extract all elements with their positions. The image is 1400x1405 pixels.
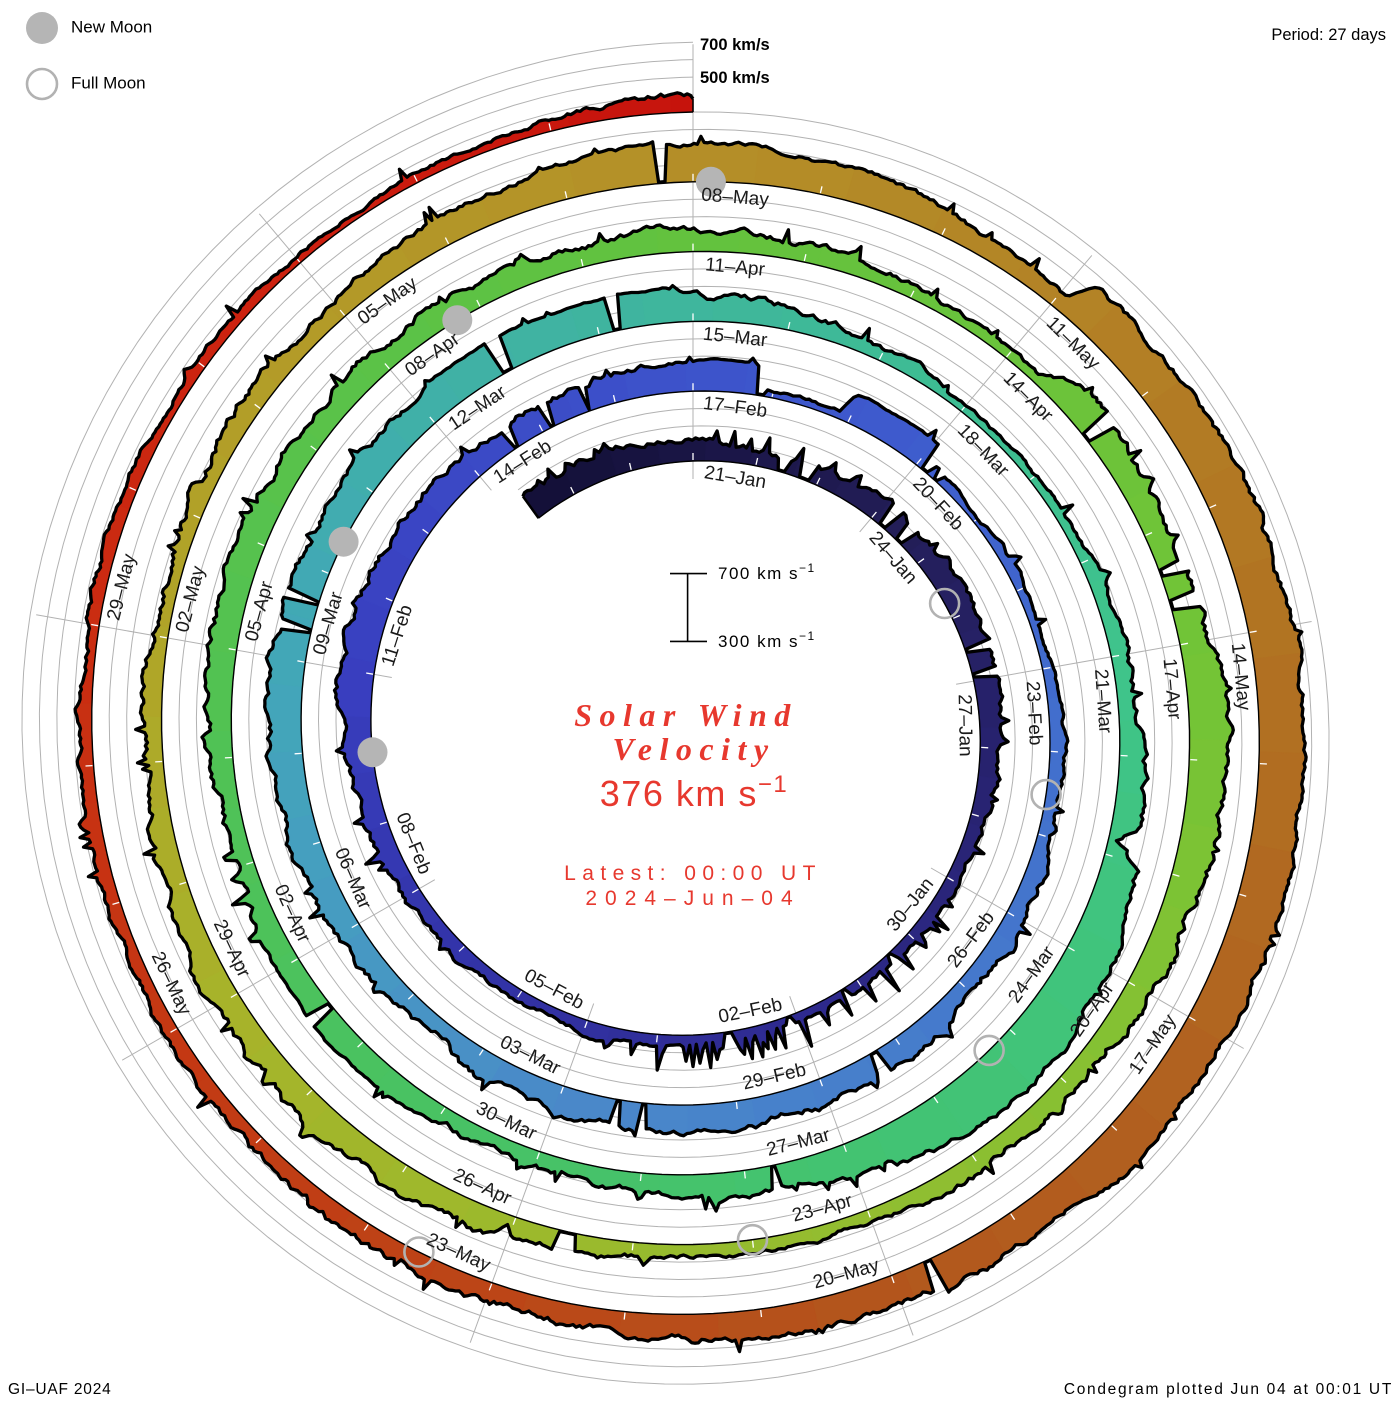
svg-text:23–Feb: 23–Feb [1022,681,1046,746]
svg-text:New Moon: New Moon [71,17,152,36]
svg-text:Full Moon: Full Moon [71,73,146,92]
svg-text:2024–Jun–04: 2024–Jun–04 [585,887,800,910]
svg-text:Velocity: Velocity [612,731,775,767]
svg-text:Solar Wind: Solar Wind [574,697,798,733]
svg-text:Condegram plotted Jun 04 at 00: Condegram plotted Jun 04 at 00:01 UT [1064,1381,1393,1398]
svg-text:Period: 27 days: Period: 27 days [1271,26,1386,44]
svg-text:700 km/s: 700 km/s [700,36,770,54]
svg-text:500 km/s: 500 km/s [700,69,770,87]
svg-text:Latest: 00:00 UT: Latest: 00:00 UT [564,862,822,885]
svg-text:GI–UAF 2024: GI–UAF 2024 [8,1381,112,1398]
svg-text:27–Jan: 27–Jan [954,694,976,757]
